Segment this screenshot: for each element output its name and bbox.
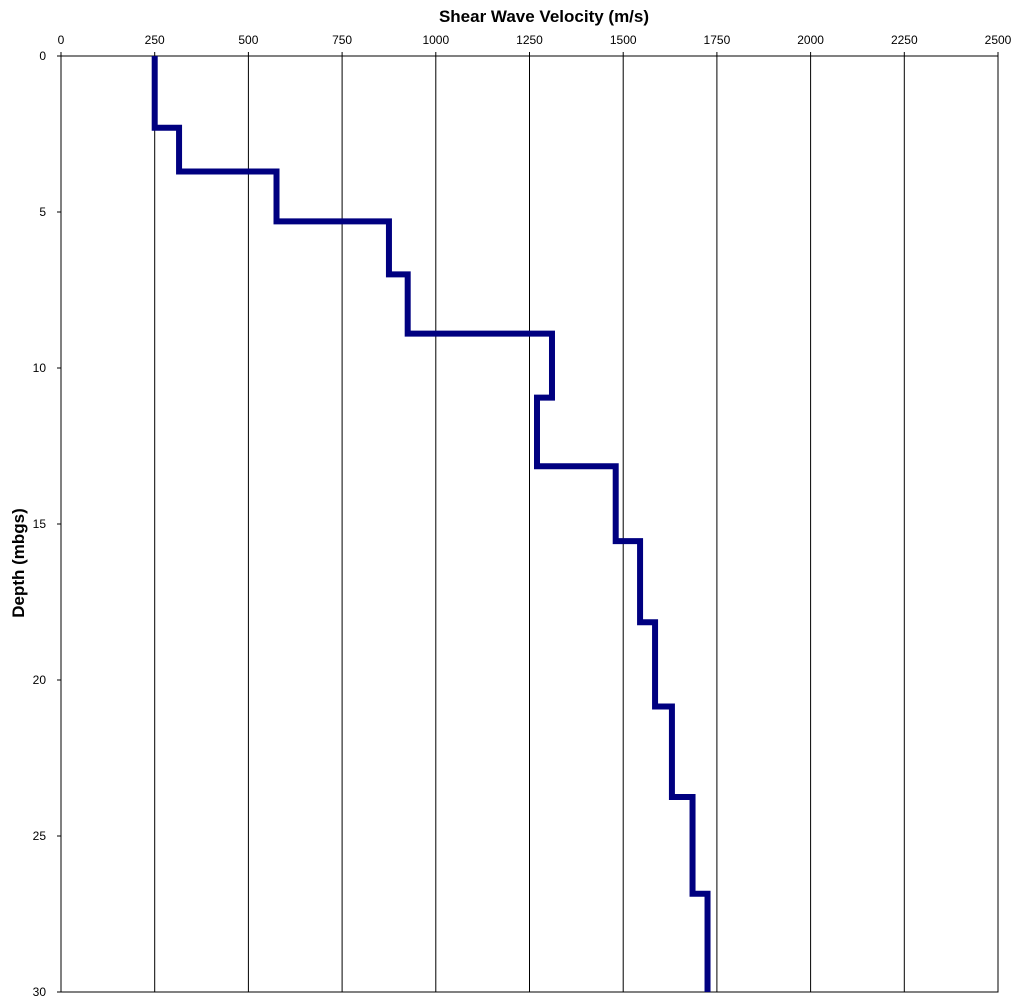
x-axis-ticks: 0 250 500 750 1000 1250 1500 1750 2000 2250 2500 (58, 33, 1012, 56)
y-tick-label-0: 0 (39, 49, 46, 63)
y-tick-label-25: 25 (33, 829, 47, 843)
y-axis-title: Depth (mbgs) (9, 508, 28, 618)
x-tick-label-250: 250 (145, 33, 165, 47)
x-tick-label-2250: 2250 (891, 33, 918, 47)
y-tick-label-5: 5 (39, 205, 46, 219)
x-tick-label-1250: 1250 (516, 33, 543, 47)
y-tick-label-15: 15 (33, 517, 47, 531)
x-tick-label-1500: 1500 (610, 33, 637, 47)
x-tick-label-2500: 2500 (985, 33, 1012, 47)
x-tick-label-500: 500 (238, 33, 258, 47)
gridlines (154, 56, 905, 992)
y-axis-ticks: 0 5 10 15 20 25 30 (33, 49, 61, 999)
x-tick-label-750: 750 (332, 33, 352, 47)
y-tick-label-20: 20 (33, 673, 47, 687)
x-tick-label-1750: 1750 (704, 33, 731, 47)
x-tick-label-0: 0 (58, 33, 65, 47)
x-tick-label-2000: 2000 (797, 33, 824, 47)
x-axis-title: Shear Wave Velocity (m/s) (439, 7, 649, 26)
x-tick-label-1000: 1000 (422, 33, 449, 47)
y-tick-label-10: 10 (33, 361, 47, 375)
velocity-profile-line (151, 56, 711, 992)
y-tick-label-30: 30 (33, 985, 47, 999)
